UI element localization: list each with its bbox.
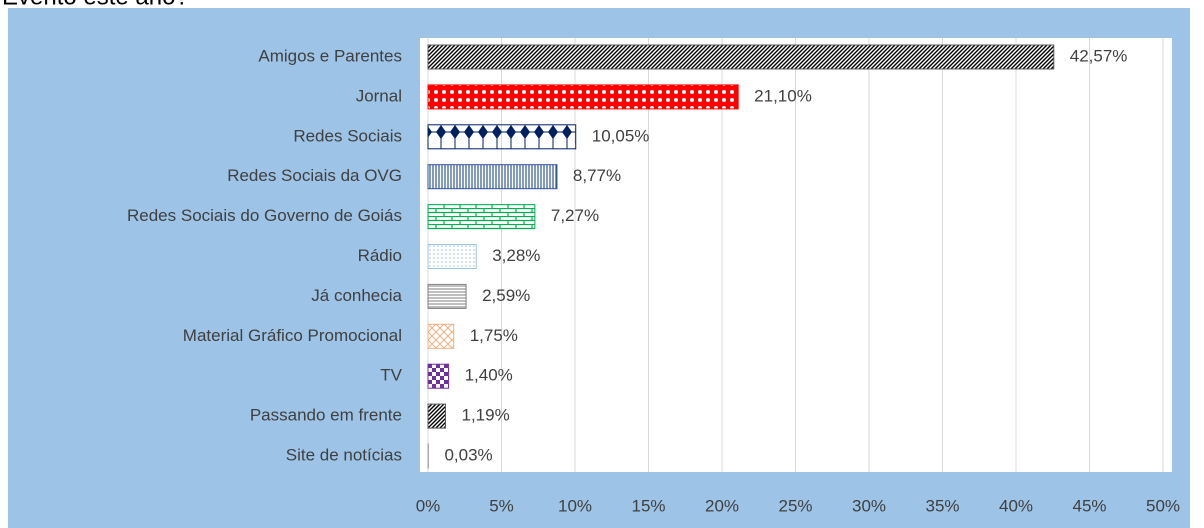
bar xyxy=(427,164,558,190)
data-label: 1,75% xyxy=(470,326,518,345)
data-label: 21,10% xyxy=(754,86,812,105)
y-tick-label: Já conhecia xyxy=(311,286,402,305)
x-tick-label: 30% xyxy=(852,496,886,515)
x-tick-label: 45% xyxy=(1072,496,1106,515)
data-label: 10,05% xyxy=(592,126,650,145)
bar xyxy=(427,363,450,389)
data-label: 7,27% xyxy=(551,206,599,225)
bar xyxy=(427,403,446,429)
bar xyxy=(427,84,739,110)
x-tick-label: 10% xyxy=(558,496,592,515)
data-label: 8,77% xyxy=(573,166,621,185)
data-label: 3,28% xyxy=(492,246,540,265)
y-tick-label: TV xyxy=(380,366,402,385)
data-label: 42,57% xyxy=(1070,46,1128,65)
x-tick-label: 20% xyxy=(705,496,739,515)
x-tick-label: 35% xyxy=(925,496,959,515)
y-tick-label: Material Gráfico Promocional xyxy=(183,326,402,345)
bar xyxy=(427,244,477,269)
data-label: 2,59% xyxy=(482,286,530,305)
y-tick-label: Passando em frente xyxy=(250,406,402,425)
y-tick-label: Rádio xyxy=(358,246,402,265)
chart-title: Evento este ano? xyxy=(2,0,189,10)
x-tick-label: 15% xyxy=(631,496,665,515)
y-tick-label: Redes Sociais da OVG xyxy=(227,166,402,185)
y-tick-label: Amigos e Parentes xyxy=(258,46,402,65)
y-tick-label: Site de notícias xyxy=(286,445,402,464)
bar xyxy=(427,283,467,309)
y-tick-label: Redes Sociais do Governo de Goiás xyxy=(127,206,402,225)
x-tick-label: 50% xyxy=(1146,496,1180,515)
bar xyxy=(427,124,577,150)
data-label: 0,03% xyxy=(444,445,492,464)
data-label: 1,19% xyxy=(461,406,509,425)
bar xyxy=(427,323,455,349)
x-tick-label: 0% xyxy=(416,496,441,515)
x-tick-label: 40% xyxy=(999,496,1033,515)
bar xyxy=(427,204,536,230)
bar xyxy=(427,44,1055,70)
y-tick-label: Redes Sociais xyxy=(293,126,402,145)
x-tick-label: 5% xyxy=(489,496,514,515)
data-label: 1,40% xyxy=(465,366,513,385)
y-tick-label: Jornal xyxy=(356,86,402,105)
x-tick-label: 25% xyxy=(778,496,812,515)
